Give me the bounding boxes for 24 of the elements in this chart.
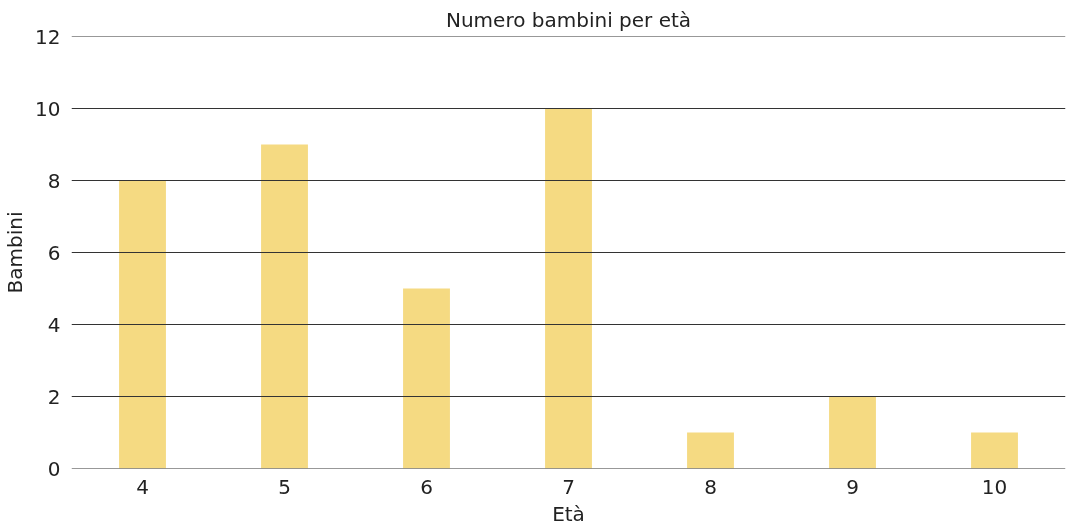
bar xyxy=(971,432,1018,469)
x-tick-label: 7 xyxy=(562,474,575,499)
bar xyxy=(261,144,308,469)
y-tick-label: 4 xyxy=(47,312,61,337)
y-tick-label: 6 xyxy=(47,240,61,265)
bar xyxy=(119,180,166,469)
bar xyxy=(829,396,876,469)
y-tick-label: 2 xyxy=(47,384,61,409)
x-tick-label: 8 xyxy=(704,474,717,499)
y-tick-label: 10 xyxy=(35,96,61,121)
y-axis-title: Bambini xyxy=(3,211,28,294)
x-tick-label: 4 xyxy=(136,474,149,499)
y-tick-label: 0 xyxy=(47,456,61,481)
y-tick-label: 8 xyxy=(47,168,61,193)
bar xyxy=(687,432,734,469)
x-tick-label: 9 xyxy=(846,474,859,499)
y-tick-label: 12 xyxy=(35,24,61,49)
x-axis-title: Età xyxy=(552,501,585,526)
x-tick-label: 5 xyxy=(278,474,291,499)
bar xyxy=(545,108,592,469)
chart-title: Numero bambini per età xyxy=(445,7,692,32)
x-tick-label: 10 xyxy=(981,474,1008,499)
bar xyxy=(403,288,450,469)
x-tick-label: 6 xyxy=(420,474,433,499)
